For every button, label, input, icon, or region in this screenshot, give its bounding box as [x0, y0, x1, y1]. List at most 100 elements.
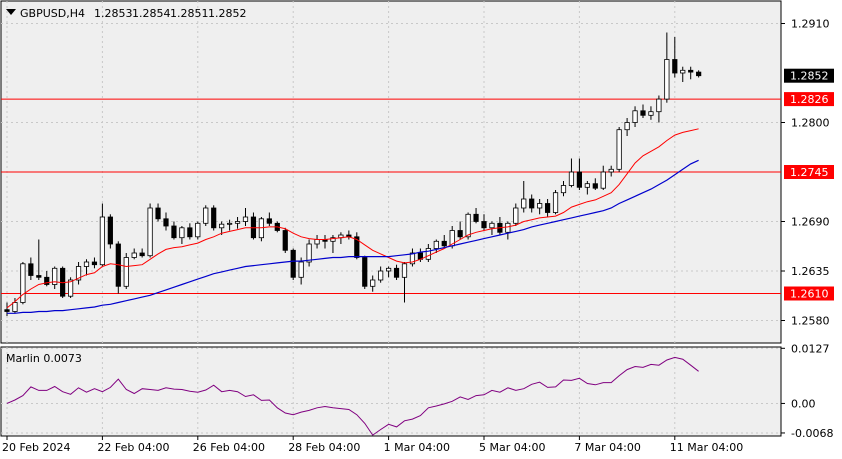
candle-bull	[537, 203, 543, 209]
candle-bull	[378, 270, 384, 281]
time-tick-label: 1 Mar 04:00	[384, 441, 450, 454]
candle-bull	[203, 207, 209, 224]
candle-bull	[12, 302, 18, 312]
time-tick-label: 11 Mar 04:00	[670, 441, 743, 454]
candle-bull	[147, 207, 153, 257]
open-value: 1.2853	[94, 7, 133, 20]
candle-bull	[385, 267, 392, 272]
ma-fast-line	[6, 128, 699, 309]
candle-bear	[155, 207, 161, 220]
candle-bull	[52, 267, 58, 285]
time-tick-label: 20 Feb 2024	[2, 441, 70, 454]
oscillator-grid	[1, 347, 781, 436]
candle-bull	[83, 261, 90, 267]
candle-bull	[298, 261, 304, 278]
level-badge-label: 1.2610	[790, 288, 829, 301]
oscillator-line	[6, 356, 699, 436]
candle-bull	[552, 192, 559, 213]
candle-bull	[465, 213, 471, 238]
collapse-triangle-icon[interactable]	[6, 9, 16, 15]
low-value: 1.2851	[170, 7, 209, 20]
candle-bear	[640, 110, 646, 116]
candle-bear	[688, 69, 694, 73]
candle-bull	[219, 223, 225, 229]
price-tick-label: 1.2580	[791, 315, 830, 328]
time-tick-label: 26 Feb 04:00	[193, 441, 265, 454]
candle-bear	[529, 198, 535, 209]
candle-bear	[441, 240, 447, 247]
level-badge[interactable]	[784, 92, 834, 107]
level-badge[interactable]	[784, 286, 834, 301]
oscillator-plot-background	[0, 346, 782, 437]
candle-bull	[306, 243, 312, 263]
candle-bear	[282, 230, 288, 251]
candle-bull	[513, 207, 519, 224]
oscillator-panel[interactable]: Marlin 0.0073	[0, 346, 782, 437]
candle-bull	[624, 122, 630, 131]
price-axis[interactable]: 1.2910 1.2800 1.2690 1.2635 1.2580 1.2826 1.27…	[781, 18, 834, 328]
time-axis[interactable]: 20 Feb 2024 22 Feb 04:00 26 Feb 04:00 28 Fe…	[2, 436, 743, 454]
candle-bull	[433, 240, 439, 249]
candle-bull	[489, 222, 495, 229]
osc-tick-label: 0.00	[791, 397, 816, 410]
candle-bull	[600, 171, 606, 189]
candle-bull	[314, 239, 320, 245]
candle-bear	[473, 213, 479, 222]
candle-bull	[242, 216, 249, 222]
oscillator-axis[interactable]: 0.0127 0.00 -0.0068	[781, 342, 833, 440]
candle-bull	[75, 266, 82, 281]
candle-bear	[672, 59, 678, 74]
candle-bear	[4, 309, 10, 312]
candle-bear	[362, 257, 368, 287]
candle-bull	[656, 98, 662, 113]
candle-bear	[163, 218, 169, 227]
candle-bull	[123, 257, 129, 287]
close-value: 1.2852	[208, 7, 247, 20]
ma-slow-line	[7, 159, 699, 314]
candle-bull	[560, 185, 567, 194]
time-tick-label: 7 Mar 04:00	[574, 441, 640, 454]
high-value: 1.2854	[132, 7, 171, 20]
candle-bull	[505, 222, 511, 233]
candle-bear	[139, 252, 145, 257]
candle-bear	[187, 227, 193, 238]
candle-bull	[131, 252, 137, 258]
candle-bear	[266, 218, 272, 224]
osc-tick-label: 0.0127	[791, 342, 830, 355]
candle-bear	[592, 183, 598, 189]
candle-bull	[664, 59, 670, 100]
candle-bear	[28, 263, 34, 276]
level-badge-label: 1.2826	[790, 93, 829, 106]
price-panel[interactable]: GBPUSD,H4 1.2853 1.2854 1.2851 1.2852	[0, 0, 782, 344]
candle-bear	[107, 216, 113, 245]
candle-bear	[211, 207, 217, 229]
candle-bull	[521, 198, 527, 209]
candle-bull	[179, 227, 185, 239]
candle-bear	[576, 171, 583, 188]
osc-tick-label: -0.0068	[791, 427, 833, 440]
time-tick-label: 22 Feb 04:00	[97, 441, 169, 454]
candle-bull	[409, 252, 416, 265]
candle-bull	[608, 168, 614, 173]
candle-bull	[648, 111, 654, 116]
candle-bear	[481, 221, 487, 229]
candle-bull	[99, 216, 105, 266]
candle-bull	[616, 129, 622, 170]
candle-bear	[91, 261, 98, 266]
candle-bear	[545, 203, 551, 213]
horizontal-levels[interactable]	[1, 98, 781, 294]
candle-bull	[584, 183, 590, 188]
candle-bear	[696, 71, 702, 77]
candle-bear	[36, 275, 42, 278]
time-tick-label: 5 Mar 04:00	[479, 441, 545, 454]
candle-bull	[370, 279, 376, 287]
current-price-label: 1.2852	[790, 70, 829, 83]
candle-bull	[330, 237, 336, 242]
time-tick-label: 28 Feb 04:00	[288, 441, 360, 454]
candle-bear	[354, 236, 360, 258]
candle-bull	[195, 222, 201, 238]
candles	[4, 32, 702, 316]
level-badge[interactable]	[784, 165, 834, 179]
candle-bull	[568, 171, 575, 186]
